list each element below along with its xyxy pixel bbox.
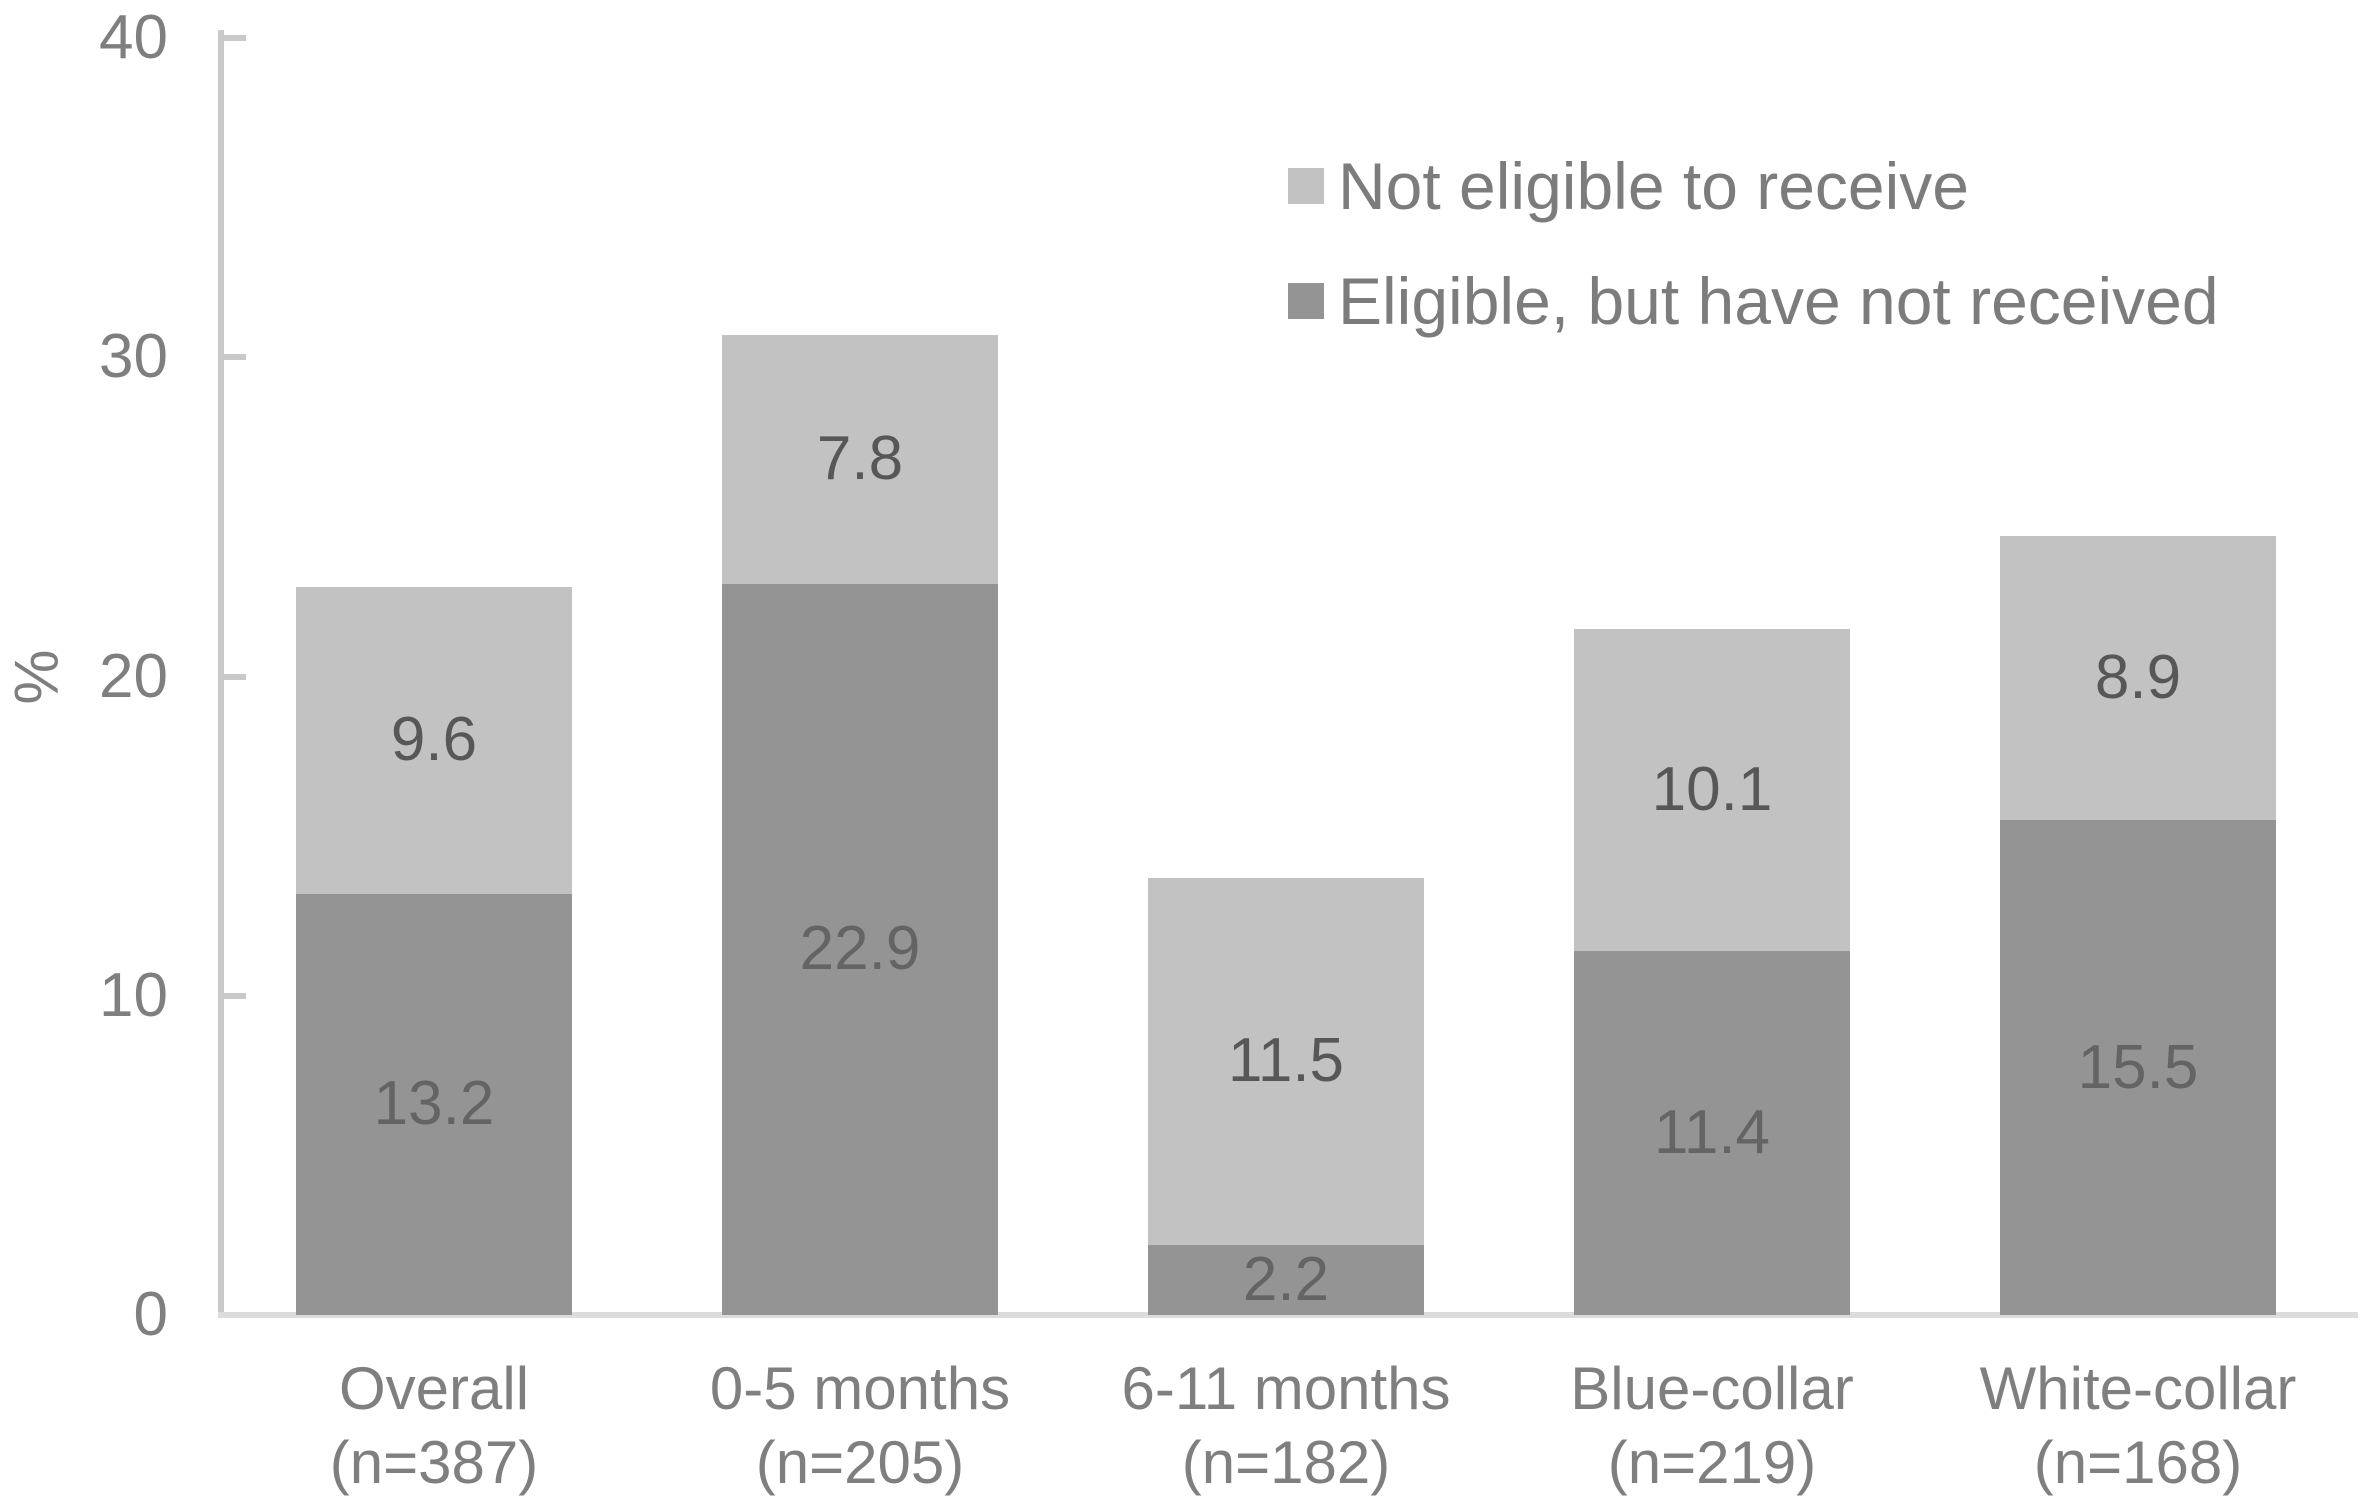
bar-value-label: 9.6 — [390, 705, 478, 775]
x-category-label: Blue-collar (n=219) — [1452, 1352, 1972, 1500]
bar-value-label: 8.9 — [2094, 643, 2182, 713]
legend-label-eligible: Eligible, but have not received — [1338, 264, 2219, 338]
bar-value-label: 15.5 — [2077, 1032, 2199, 1102]
y-tick-label: 10 — [99, 960, 168, 1030]
legend: Not eligible to receive Eligible, but ha… — [1288, 148, 2219, 339]
x-category-label-line2: (n=219) — [1607, 1429, 1817, 1496]
bar-segment-not-eligible: 7.8 — [722, 334, 998, 584]
bar-value-label: 11.4 — [1653, 1098, 1771, 1168]
y-tick-mark — [224, 35, 246, 41]
x-category-label-line1: 0-5 months — [709, 1355, 1011, 1422]
y-tick-label: 0 — [133, 1280, 168, 1349]
y-axis-line — [218, 30, 224, 1316]
x-category-label-line1: 6-11 months — [1121, 1355, 1451, 1422]
bar-segment-eligible: 2.2 — [1148, 1244, 1424, 1315]
bar-value-label: 7.8 — [816, 424, 904, 494]
x-category-label: Overall (n=387) — [174, 1352, 694, 1500]
bar-value-label: 10.1 — [1651, 754, 1773, 824]
y-tick-mark — [224, 354, 246, 361]
bar-value-label: 22.9 — [799, 914, 921, 984]
bar-segment-eligible: 15.5 — [2000, 820, 2276, 1315]
legend-label-not-eligible: Not eligible to receive — [1338, 149, 1969, 223]
y-tick-label: 20 — [99, 641, 168, 711]
legend-swatch-not-eligible-icon — [1288, 168, 1324, 204]
bar-value-label: 2.2 — [1242, 1244, 1330, 1314]
x-category-label-line2: (n=205) — [755, 1429, 965, 1496]
bar-value-label: 11.5 — [1227, 1026, 1345, 1096]
bar-segment-not-eligible: 10.1 — [1574, 628, 1850, 952]
x-category-label: White-collar (n=168) — [1878, 1352, 2367, 1500]
x-category-label-line1: Blue-collar — [1570, 1355, 1854, 1422]
bar-segment-not-eligible: 8.9 — [2000, 536, 2276, 821]
y-tick-label: 30 — [99, 322, 168, 392]
x-category-label-line2: (n=387) — [329, 1429, 539, 1496]
x-category-label-line1: White-collar — [1979, 1355, 2297, 1422]
bar-segment-eligible: 22.9 — [722, 583, 998, 1315]
bar-segment-not-eligible: 9.6 — [296, 587, 572, 894]
y-tick-mark — [224, 673, 246, 680]
legend-swatch-eligible-icon — [1288, 283, 1324, 319]
y-tick-mark — [224, 992, 246, 999]
bar-segment-eligible: 13.2 — [296, 893, 572, 1315]
y-tick-label: 40 — [99, 3, 168, 72]
x-axis-line — [218, 1312, 2358, 1318]
x-category-label-line2: (n=182) — [1181, 1429, 1391, 1496]
x-category-label: 0-5 months (n=205) — [600, 1352, 1120, 1500]
x-category-label-line2: (n=168) — [2033, 1429, 2243, 1496]
legend-row-not-eligible: Not eligible to receive — [1288, 148, 2219, 224]
bar-value-label: 13.2 — [373, 1069, 495, 1139]
x-category-label-line1: Overall — [338, 1355, 530, 1422]
bar-segment-not-eligible: 11.5 — [1148, 877, 1424, 1245]
legend-row-eligible: Eligible, but have not received — [1288, 263, 2219, 339]
bar-segment-eligible: 11.4 — [1574, 951, 1850, 1315]
x-category-label: 6-11 months (n=182) — [1026, 1352, 1546, 1500]
